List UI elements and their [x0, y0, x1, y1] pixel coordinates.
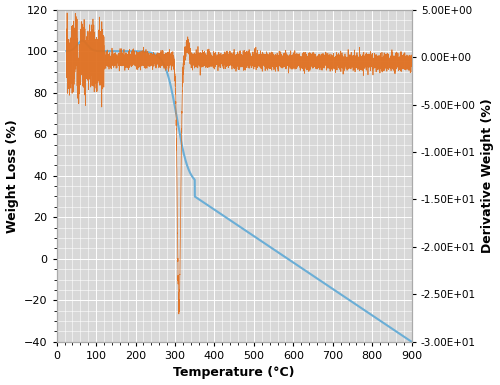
Y-axis label: Derivative Weight (%): Derivative Weight (%) — [482, 98, 494, 253]
X-axis label: Temperature (°C): Temperature (°C) — [174, 367, 295, 380]
Y-axis label: Weight Loss (%): Weight Loss (%) — [6, 119, 18, 233]
